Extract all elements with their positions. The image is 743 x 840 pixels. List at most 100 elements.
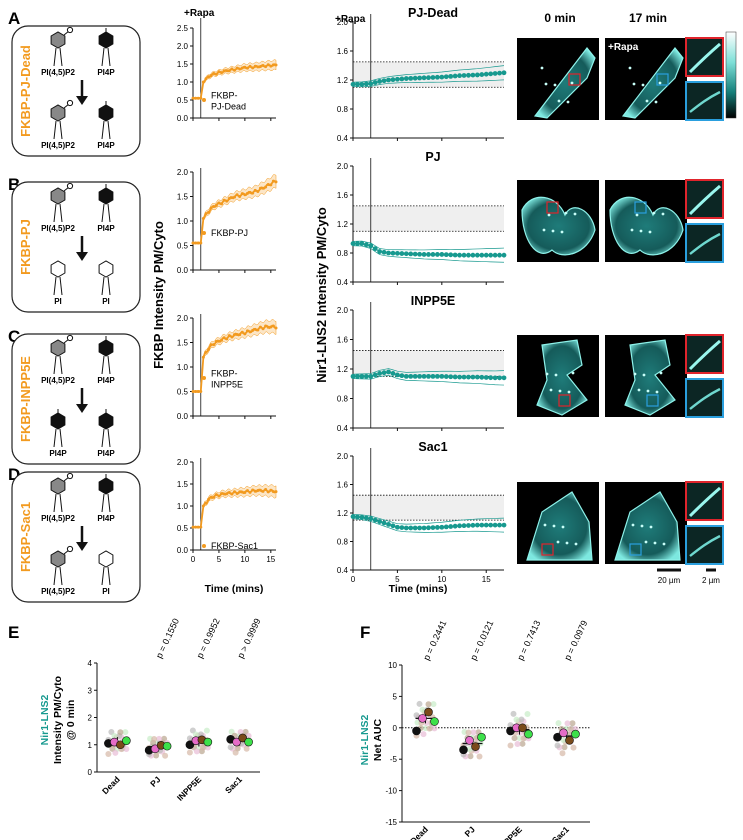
replicate-mean <box>244 737 253 747</box>
nir-chart-b: 0.4 0.8 1.2 1.6 2.0 PJ <box>337 150 507 287</box>
ylabel-sub: @ 0 min <box>65 700 77 741</box>
data-point <box>474 72 480 78</box>
y-tick-label: 2.0 <box>337 18 349 27</box>
reaction-arrow-head <box>76 252 88 261</box>
data-point <box>501 375 507 381</box>
cell-point <box>564 720 571 727</box>
cell-point <box>192 731 199 738</box>
cell-puncta <box>560 230 564 234</box>
construct-label: FKBP-PJ-Dead <box>18 45 33 137</box>
data-point <box>264 65 268 69</box>
replicate-mean <box>459 745 468 755</box>
data-point <box>359 373 365 379</box>
data-point <box>274 180 278 184</box>
data-point <box>243 193 247 197</box>
data-point <box>350 373 356 379</box>
data-point <box>253 489 257 493</box>
lipid-label-bottom-left: PI(4,5)P2 <box>41 141 75 150</box>
lipid-top-left-head <box>50 477 66 495</box>
ylabel-main: Intensity PM/Cyto <box>52 676 64 764</box>
data-point <box>461 374 467 380</box>
data-point <box>408 373 414 379</box>
data-point <box>412 251 418 257</box>
lipid-bottom-left-tail1 <box>53 428 57 448</box>
cell-puncta <box>573 212 577 216</box>
data-point <box>439 373 445 379</box>
data-point <box>368 373 374 379</box>
roi-box <box>656 73 669 86</box>
reference-band <box>353 495 504 521</box>
data-point <box>245 66 249 70</box>
lipid-label-bottom-right: PI <box>102 297 110 306</box>
data-point <box>443 524 449 530</box>
cell-puncta <box>553 83 557 87</box>
data-point <box>212 71 216 75</box>
data-point <box>240 490 244 494</box>
data-point <box>403 251 409 257</box>
y-tick-label: -5 <box>390 755 398 764</box>
y-tick-label: 0 <box>88 768 93 777</box>
data-point <box>457 374 462 380</box>
schematic-a: FKBP-PJ-Dead PI(4,5)P2 PI4P PI(4,5)P2 PI4P <box>11 25 141 157</box>
data-point <box>350 514 356 519</box>
data-point <box>439 74 445 80</box>
lipid-bottom-left-tail2 <box>59 566 63 586</box>
y-tick-label: 0.5 <box>177 96 189 105</box>
cell-puncta <box>556 540 560 544</box>
cell-point <box>507 722 514 729</box>
data-point <box>233 490 236 494</box>
data-point <box>417 251 423 257</box>
data-point <box>196 390 200 393</box>
data-point <box>191 525 195 529</box>
data-point <box>390 250 396 256</box>
series-error-band <box>192 483 277 529</box>
zoom-red-membrane <box>688 42 721 74</box>
data-point <box>256 190 260 194</box>
data-point <box>212 495 216 499</box>
data-point <box>240 192 244 196</box>
data-point <box>492 252 498 258</box>
replicate-mean <box>524 729 533 739</box>
cell-puncta <box>640 524 644 528</box>
y-tick-label: 0.4 <box>337 134 349 143</box>
p-value: p > 0.9999 <box>235 617 262 660</box>
lipid-bottom-left-tail2 <box>59 428 63 448</box>
data-point <box>355 241 360 246</box>
lipid-label-top-left: PI(4,5)P2 <box>41 376 75 385</box>
data-point <box>199 525 203 529</box>
data-point <box>243 332 247 336</box>
y-tick-label: 0 <box>393 724 398 733</box>
scatter-chart-e: 0 1 2 3 4 Dead PJ INPP5E Sac1 p = 0.1550 p = 0.995… <box>39 617 263 803</box>
data-point <box>497 252 502 258</box>
data-point <box>220 71 224 75</box>
cell-point <box>122 729 129 736</box>
y-tick-label: 1.2 <box>337 509 349 518</box>
data-point <box>199 390 203 393</box>
cell-puncta <box>646 389 650 393</box>
error-lower <box>352 518 505 533</box>
cell-puncta <box>558 389 562 393</box>
lipid-bottom-left-head <box>50 550 66 568</box>
data-point <box>266 182 270 186</box>
data-point <box>470 522 476 528</box>
data-point <box>399 251 405 256</box>
data-point <box>350 241 356 246</box>
data-point <box>403 373 409 379</box>
y-tick-label: 1.0 <box>177 363 189 372</box>
y-tick-label: -10 <box>385 787 397 796</box>
cell-puncta <box>649 525 653 529</box>
cell-point <box>425 701 432 708</box>
cell-point <box>520 735 527 742</box>
data-point <box>220 338 224 342</box>
data-point <box>426 252 431 257</box>
nir-chart-c: 0.4 0.8 1.2 1.6 2.0 INPP5E <box>337 294 507 433</box>
legend-label: FKBP- <box>211 91 238 101</box>
y-tick-label: 0.8 <box>337 249 349 258</box>
replicate-mean <box>238 733 247 743</box>
construct-label: FKBP-INPP5E <box>18 356 33 442</box>
data-point <box>430 75 436 80</box>
data-point <box>488 71 494 77</box>
data-point <box>390 77 396 83</box>
data-point <box>271 490 275 494</box>
